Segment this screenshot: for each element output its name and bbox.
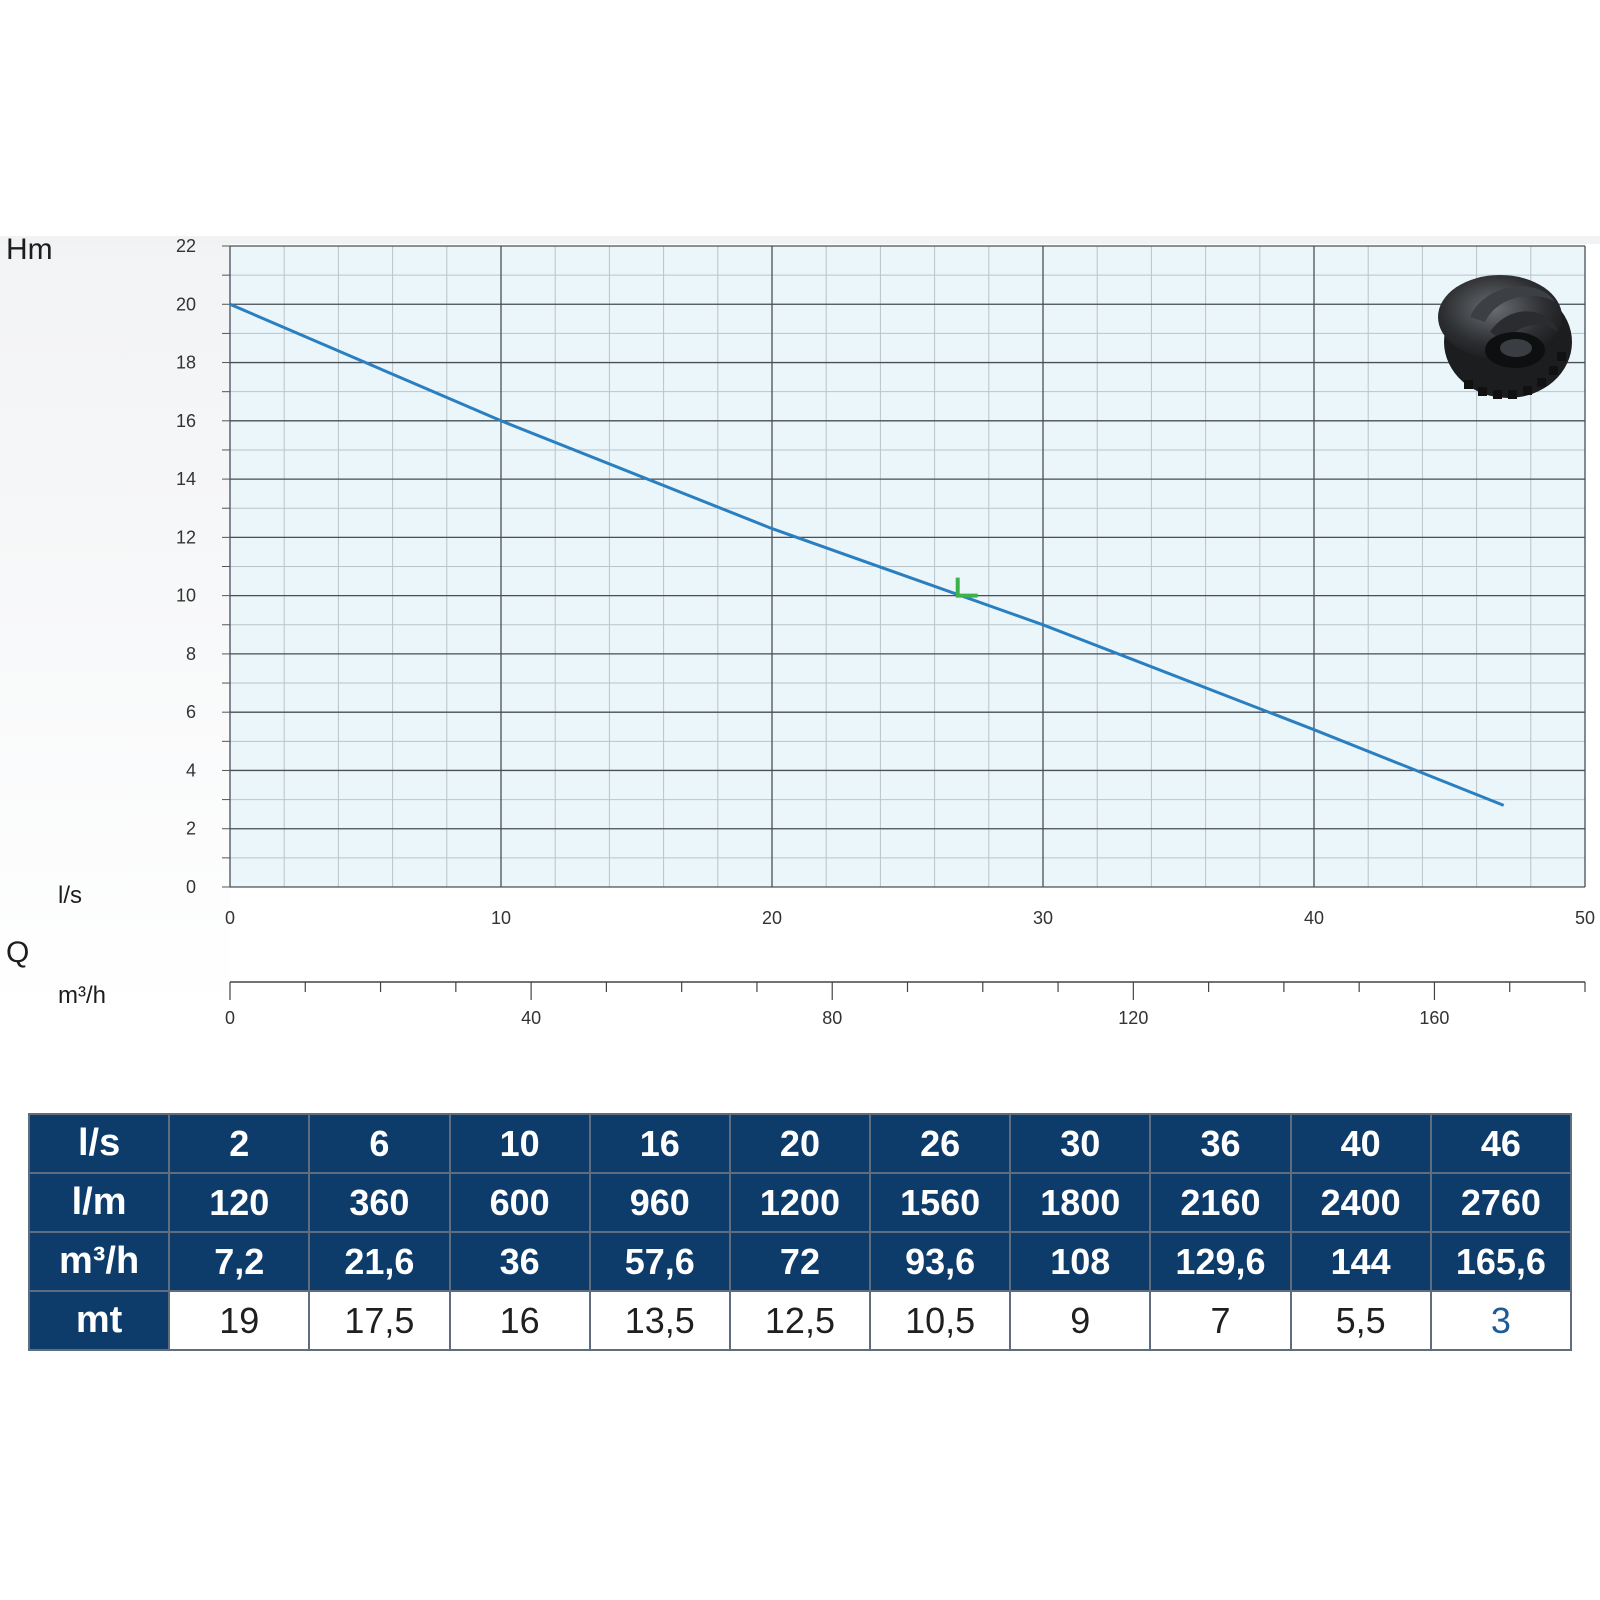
table-cell: 2 [168,1113,311,1174]
table-row: m³/h 7,2 21,6 36 57,6 72 93,6 108 129,6 144 165,6 [27,1231,1573,1292]
x-tick-label: 20 [762,908,782,928]
table-cell: 20 [728,1113,872,1174]
table-cell: 12,5 [728,1290,872,1351]
table-cell: 1560 [869,1172,1012,1233]
secondary-tick-label: 120 [1118,1008,1148,1028]
secondary-tick-label: 40 [521,1008,541,1028]
table-cell: 40 [1289,1113,1432,1174]
table-cell: 19 [168,1290,311,1351]
table-cell: 93,6 [869,1231,1012,1292]
x-tick-label: 0 [225,908,235,928]
top-band [0,236,1600,244]
pump-curve-chart: 0 2 4 6 8 10 12 14 16 18 20 22 0 10 20 30 40 50 0 40 80 120… [176,236,1595,1028]
pump-curve-line [229,302,1505,807]
y-tick-label: 6 [186,702,196,722]
table-cell: 36 [1149,1113,1292,1174]
duty-point-marker [955,577,978,598]
x-tick-label: 40 [1304,908,1324,928]
table-cell: 1200 [728,1172,872,1233]
table-cell: 108 [1009,1231,1152,1292]
table-cell: 3 [1429,1290,1573,1351]
table-cell: 5,5 [1289,1290,1432,1351]
row-header: m³/h [27,1231,171,1292]
table-cell: 2160 [1149,1172,1292,1233]
table-cell: 26 [869,1113,1012,1174]
table-cell: 1800 [1009,1172,1152,1233]
secondary-tick-label: 80 [822,1008,842,1028]
table-cell: 30 [1009,1113,1152,1174]
table-row: mt 19 17,5 16 13,5 12,5 10,5 9 7 5,5 3 [27,1290,1573,1351]
y-tick-label: 18 [176,353,196,373]
table-cell: 72 [728,1231,872,1292]
table-cell: 600 [448,1172,591,1233]
table-cell: 17,5 [308,1290,451,1351]
performance-table: l/s 2 6 10 16 20 26 30 36 40 46 l/m 120 360 600 960 1200… [27,1113,1573,1351]
y-tick-label: 22 [176,236,196,256]
y-tick-label: 10 [176,586,196,606]
secondary-tick-label: 0 [225,1008,235,1028]
y-axis-label: Hm [6,233,53,266]
table-cell: 120 [168,1172,311,1233]
y-tick-label: 12 [176,527,196,547]
table-cell: 960 [588,1172,731,1233]
table-cell: 21,6 [308,1231,451,1292]
table-cell: 165,6 [1429,1231,1573,1292]
table-cell: 9 [1009,1290,1152,1351]
row-header: l/s [27,1113,171,1174]
x-axis-unit-secondary: m³/h [58,982,106,1009]
y-tick-label: 14 [176,469,196,489]
x-tick-label: 50 [1575,908,1595,928]
table-cell: 6 [308,1113,451,1174]
table-cell: 13,5 [588,1290,731,1351]
table-row: l/s 2 6 10 16 20 26 30 36 40 46 [27,1113,1573,1174]
table-cell: 57,6 [588,1231,731,1292]
table-cell: 10 [448,1113,591,1174]
impeller-image [1438,275,1572,399]
table-cell: 7,2 [168,1231,311,1292]
table-cell: 16 [448,1290,591,1351]
x-axis-label: Q [6,936,30,969]
secondary-tick-label: 160 [1419,1008,1449,1028]
y-tick-label: 16 [176,411,196,431]
row-header: l/m [27,1172,171,1233]
x-axis-unit-primary: l/s [58,882,82,909]
table-cell: 10,5 [869,1290,1012,1351]
y-tick-label: 4 [186,760,196,780]
table-cell: 16 [588,1113,731,1174]
table-cell: 129,6 [1149,1231,1292,1292]
table-cell: 46 [1429,1113,1573,1174]
background-gradient [0,236,230,1016]
y-tick-label: 2 [186,819,196,839]
table-cell: 36 [448,1231,591,1292]
row-header: mt [27,1290,171,1351]
table-cell: 7 [1149,1290,1292,1351]
table-cell: 2760 [1429,1172,1573,1233]
table-cell: 2400 [1289,1172,1432,1233]
y-tick-label: 8 [186,644,196,664]
table-row: l/m 120 360 600 960 1200 1560 1800 2160 2400 2760 [27,1172,1573,1233]
table-cell: 360 [308,1172,451,1233]
x-tick-label: 30 [1033,908,1053,928]
y-tick-label: 20 [176,294,196,314]
table-cell: 144 [1289,1231,1432,1292]
x-tick-label: 10 [491,908,511,928]
y-tick-label: 0 [186,877,196,897]
